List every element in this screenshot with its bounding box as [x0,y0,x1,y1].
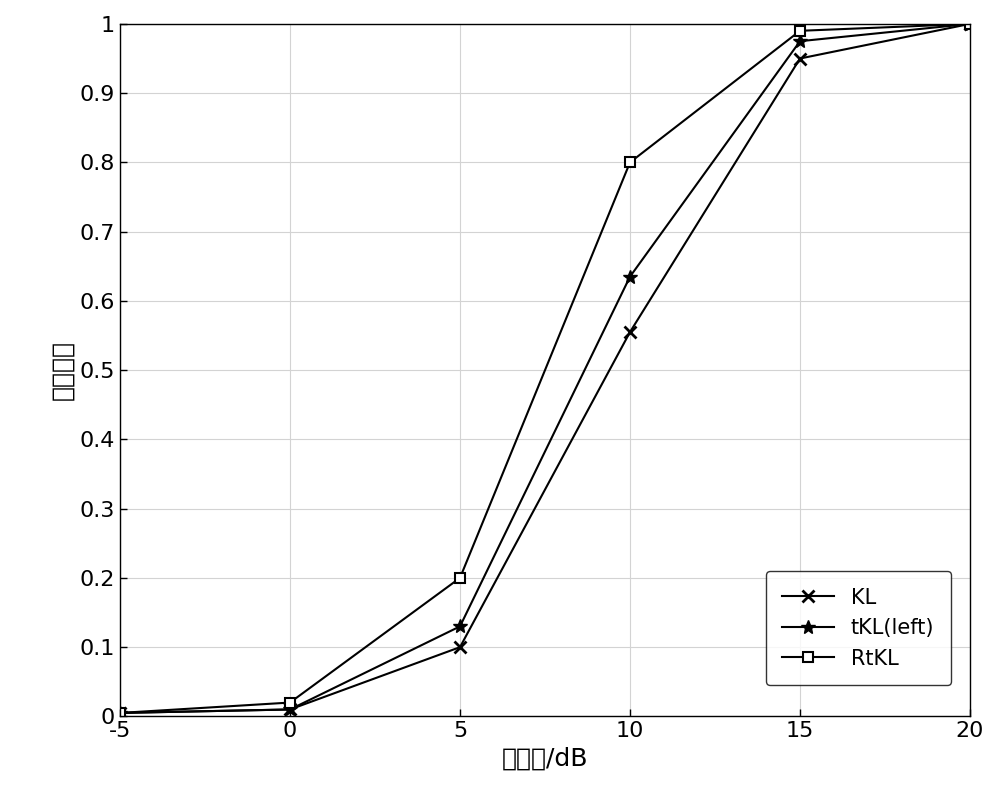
RtKL [454,573,466,583]
RtKL [964,19,976,29]
tKL(left) [624,272,636,282]
tKL(left) [284,704,296,714]
KL [284,704,296,714]
tKL(left) [794,37,806,46]
tKL(left) [454,622,466,631]
Legend: KL, tKL(left), RtKL: KL, tKL(left), RtKL [766,571,951,685]
RtKL [624,158,636,167]
Line: RtKL: RtKL [115,19,975,718]
KL [454,642,466,652]
RtKL [284,698,296,708]
Line: KL: KL [114,18,976,719]
RtKL [794,26,806,36]
X-axis label: 信杂比/dB: 信杂比/dB [502,747,588,771]
Line: tKL(left): tKL(left) [113,17,977,720]
tKL(left) [114,708,126,718]
tKL(left) [964,19,976,29]
KL [114,708,126,718]
KL [624,327,636,337]
Y-axis label: 检测概率: 检测概率 [50,340,74,400]
KL [794,53,806,63]
KL [964,19,976,29]
RtKL [114,708,126,718]
